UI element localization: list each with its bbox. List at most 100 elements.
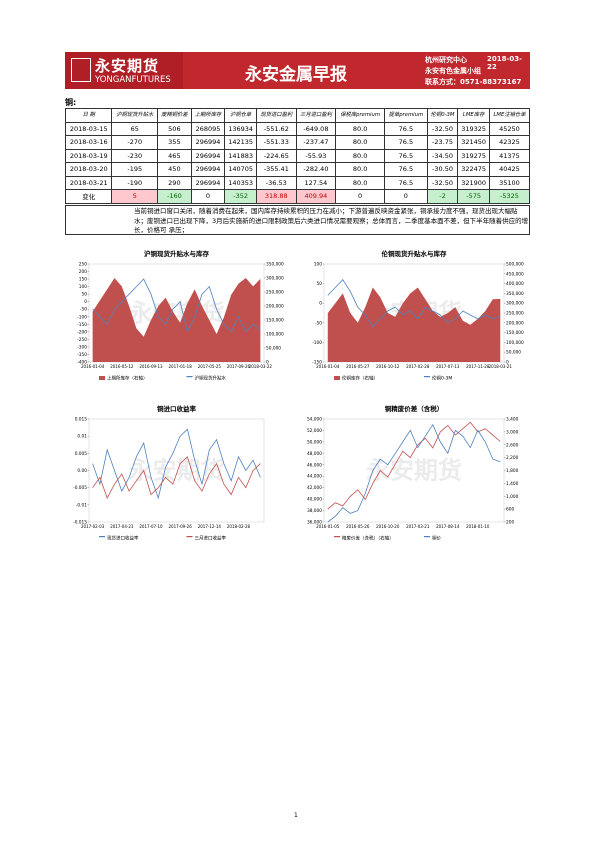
change-cell: -2 (426, 189, 459, 204)
x-tick-label: 2018-02-28 (227, 524, 251, 529)
y2-tick-label: 200,000 (506, 320, 524, 326)
y-tick-label: -150 (77, 322, 87, 328)
x-tick-label: 2017-08-14 (436, 524, 460, 529)
y-tick-label: 250 (79, 262, 87, 268)
y-tick-label: 50 (317, 281, 323, 287)
x-tick-label: 2016-10-20 (376, 524, 400, 529)
y2-tick-label: 2,200 (506, 455, 519, 461)
y-tick-label: 100 (314, 262, 322, 268)
y-tick-label: 100 (79, 284, 87, 290)
header-banner: 永安期货 YONGANFUTURES 永安金属早报 杭州研究中心 2018-03… (65, 52, 530, 89)
x-tick-label: 2017-09-26 (169, 524, 193, 529)
table-row: 2018-03-19 -230 465 296994 141883 -224.65 -55.… (64, 148, 531, 163)
x-tick-label: 2018-03-22 (249, 364, 273, 369)
line (327, 421, 501, 510)
y-tick-label: 0.00 (77, 468, 87, 474)
table-row: 2018-03-15 65 506 268095 136934 -551.62 -649.0… (64, 121, 531, 136)
x-tick-label: 2017-12-14 (198, 524, 222, 529)
y-tick-label: 50,000 (307, 439, 322, 445)
section-label: 铜: (65, 98, 77, 107)
chart-title: 沪铜现货升贴水与库存 (144, 249, 210, 258)
y-tick-label: -50 (315, 320, 322, 326)
y-tick-label: 42,000 (307, 485, 322, 491)
legend-swatch (334, 376, 340, 380)
legend-label: 精废价差（含税）（右轴） (342, 535, 394, 542)
y2-tick-label: 200,000 (266, 304, 284, 310)
y-tick-label: 46,000 (307, 462, 322, 468)
table-row: 2018-03-20 -195 450 296994 140705 -355.41 -282… (64, 162, 531, 177)
area (92, 278, 261, 362)
y2-tick-label: 600 (506, 507, 514, 513)
legend-swatch (99, 536, 105, 538)
y2-tick-label: 200 (506, 520, 514, 526)
x-tick-label: 2016-01-04 (81, 364, 105, 369)
change-cell: -5325 (488, 189, 531, 204)
x-tick-label: 2016-05-12 (110, 364, 134, 369)
legend-label: 伦铜0-3M (432, 375, 452, 382)
x-tick-label: 2017-07-10 (139, 524, 163, 529)
y-tick-label: -250 (77, 337, 87, 343)
chart-title: 铜精废价差（含税） (385, 404, 444, 413)
y2-tick-label: 2,600 (506, 442, 519, 448)
x-tick-label: 2018-01-10 (466, 524, 490, 529)
x-tick-label: 2017-05-25 (198, 364, 222, 369)
legend-swatch (186, 536, 193, 538)
y-tick-label: -400 (77, 360, 87, 366)
legend-label: 伦铜库存（右轴） (342, 375, 378, 382)
y-tick-label: 48,000 (307, 451, 322, 457)
change-cell: 318.88 (255, 189, 297, 204)
change-row: 变化 5 -160 0 -352 318.88 409.94 0 0 -2 -575 -5325 (64, 189, 531, 204)
watermark: 永安期货 (366, 457, 462, 485)
y-tick-label: 0 (84, 299, 87, 305)
legend-swatch (424, 536, 430, 538)
y-tick-label: 150 (79, 277, 87, 283)
logo-en: YONGANFUTURES (95, 75, 171, 85)
column-header: 沪铜现货升贴水 (111, 108, 159, 123)
y2-tick-label: 250,000 (506, 311, 524, 317)
x-tick-label: 2017-02-28 (406, 364, 430, 369)
y-tick-label: 0 (319, 301, 322, 307)
y2-tick-label: 400,000 (506, 281, 524, 287)
y-tick-label: 38,000 (307, 508, 322, 514)
header-group: 永安有色金属小组 (425, 67, 481, 75)
y2-tick-label: 300,000 (266, 276, 284, 282)
y-tick-label: -350 (77, 352, 87, 358)
y-tick-label: -150 (312, 360, 322, 366)
line (92, 278, 261, 333)
legend-swatch (334, 536, 340, 538)
chart-title: 伦铜现货升贴水与库存 (382, 249, 448, 258)
y2-tick-label: 450,000 (506, 271, 524, 277)
data-table: 日 期沪铜现货升贴水 废精铜价差 上期所库存 沪铜仓单 现货进口盈利 三月进口盈利 保税库p… (64, 108, 531, 204)
comment-box: 当前铜进口窗口关闭，随着消费在起来，国内库存持续累积的压力在减小；下游普遍反映资… (65, 205, 530, 235)
x-tick-label: 2016-01-05 (316, 524, 340, 529)
legend-swatch (424, 376, 430, 378)
y-tick-label: 0.015 (75, 417, 88, 423)
y2-tick-label: 100,000 (506, 340, 524, 346)
y-tick-label: 50 (82, 292, 88, 298)
y-tick-label: -0.005 (73, 485, 87, 491)
y-tick-label: -100 (77, 314, 87, 320)
change-cell: -160 (157, 189, 192, 204)
legend-label: 上期所库存（右轴） (107, 375, 148, 382)
area (327, 287, 501, 362)
header-date: 2018-03-22 (487, 55, 523, 71)
y2-tick-label: 300,000 (506, 301, 524, 307)
y-tick-label: -200 (77, 329, 87, 335)
y2-tick-label: 1,800 (506, 468, 519, 474)
x-tick-label: 2017-07-13 (436, 364, 460, 369)
y-tick-label: -100 (312, 340, 322, 346)
change-cell: 409.94 (295, 189, 337, 204)
x-tick-label: 2018-03-21 (489, 364, 513, 369)
y2-tick-label: 3,000 (506, 429, 519, 435)
y-tick-label: -0.01 (76, 502, 87, 508)
y-tick-label: 52,000 (307, 428, 322, 434)
y2-tick-label: 0 (266, 360, 269, 366)
x-tick-label: 2016-09-13 (139, 364, 163, 369)
legend-swatch (186, 376, 193, 378)
y2-tick-label: 1,000 (506, 494, 519, 500)
column-header: 提单premium (384, 108, 428, 123)
line (92, 428, 261, 500)
y-tick-label: 36,000 (307, 520, 322, 526)
watermark: 永安期货 (129, 457, 225, 485)
